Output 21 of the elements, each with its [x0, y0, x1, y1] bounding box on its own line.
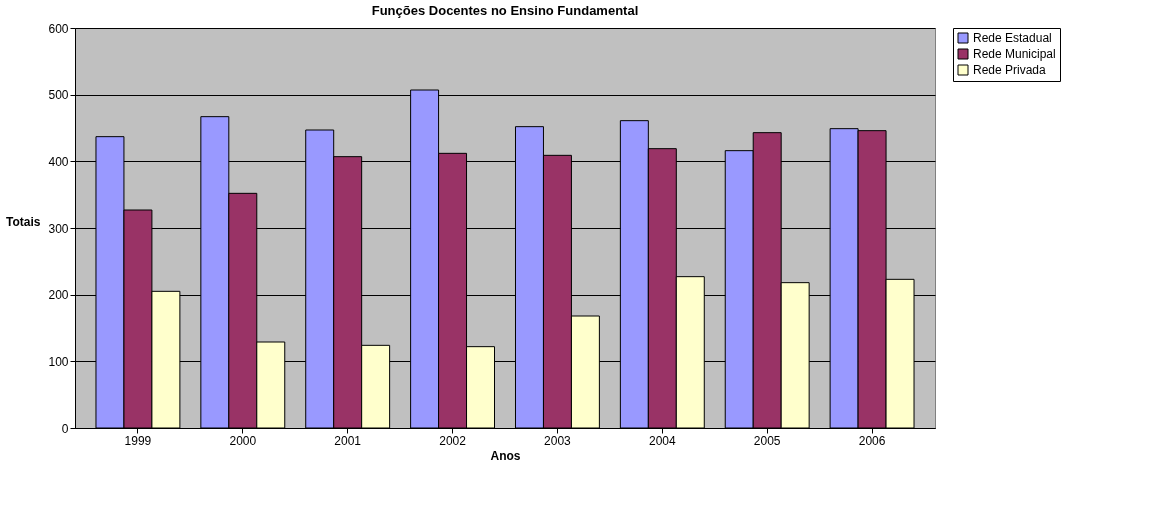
y-axis-title: Totais [6, 214, 41, 229]
x-tick-label: 2005 [753, 433, 781, 448]
legend-label: Rede Privada [973, 63, 1047, 77]
y-tick-label: 300 [48, 221, 69, 236]
x-tick-label: 2006 [858, 433, 886, 448]
y-tick-label: 400 [48, 154, 69, 169]
x-tick-label: 1999 [124, 433, 152, 448]
chart-title: Funções Docentes no Ensino Fundamental [371, 3, 639, 18]
x-tick-label: 2000 [229, 433, 257, 448]
y-tick-label: 500 [48, 88, 69, 103]
x-tick-label: 2004 [648, 433, 676, 448]
legend-label: Rede Estadual [973, 31, 1052, 45]
x-tick-label: 2001 [334, 433, 362, 448]
legend-label: Rede Municipal [973, 47, 1056, 61]
y-tick-label: 600 [48, 21, 69, 36]
x-axis-title: Anos [490, 448, 521, 463]
y-tick-label: 0 [61, 421, 69, 436]
x-tick-label: 2002 [439, 433, 467, 448]
x-tick-label: 2003 [544, 433, 572, 448]
y-tick-label: 200 [48, 288, 69, 303]
y-tick-label: 100 [48, 354, 69, 369]
